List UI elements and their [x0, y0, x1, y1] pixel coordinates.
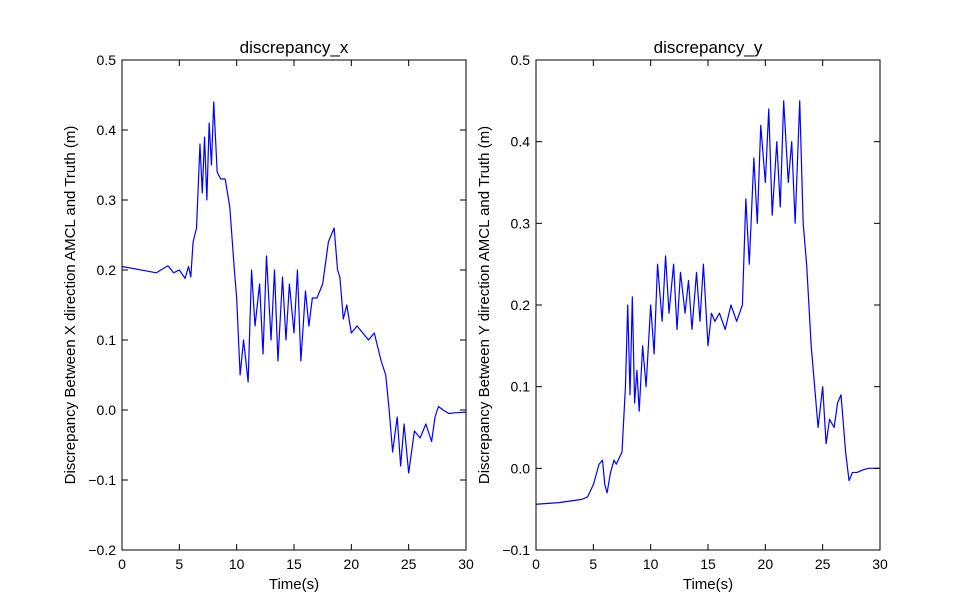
x-tick-label: 30	[872, 556, 888, 572]
y-tick-label: −0.1	[88, 472, 116, 488]
x-tick-label: 10	[643, 556, 659, 572]
series-line	[535, 100, 880, 505]
y-tick-label: 0.1	[511, 379, 531, 395]
x-axis-label: Time(s)	[269, 576, 319, 593]
subplot-discrepancy-y: 0 5 10 15 20 25 30 −0.1 0.0 0.1 0.2 0.3 0.4 0.5 discre…	[476, 38, 888, 593]
y-tick-label: 0.5	[97, 52, 117, 68]
x-tick-label: 30	[458, 556, 474, 572]
x-tick-label: 5	[175, 556, 183, 572]
y-tick-label: −0.1	[502, 542, 530, 558]
y-axis-label: Discrepancy Between X direction AMCL and…	[62, 126, 79, 485]
x-tick-label: 25	[815, 556, 831, 572]
x-tick-label: 0	[532, 556, 540, 572]
y-tick-label: 0.4	[511, 134, 531, 150]
x-tick-label: 5	[589, 556, 597, 572]
series-line	[121, 101, 467, 474]
axes-frame	[121, 59, 467, 551]
y-tick-label: 0.3	[97, 192, 117, 208]
y-tick-label: −0.2	[88, 542, 116, 558]
chart-title: discrepancy_x	[240, 38, 349, 57]
y-tick-label: 0.4	[97, 122, 117, 138]
y-tick-label: 0.2	[97, 262, 117, 278]
axes-frame	[535, 59, 881, 551]
chart-title: discrepancy_y	[654, 38, 763, 57]
x-tick-label: 0	[118, 556, 126, 572]
y-tick-label: 0.2	[511, 297, 531, 313]
x-tick-label: 25	[401, 556, 417, 572]
subplot-discrepancy-x: 0 5 10 15 20 25 30 −0.2 −0.1 0.0 0.1 0.2 0.3 0.4 0.5 di…	[62, 38, 474, 593]
x-axis-label: Time(s)	[683, 576, 733, 593]
y-tick-label: 0.1	[97, 332, 117, 348]
x-tick-label: 10	[229, 556, 245, 572]
y-tick-label: 0.0	[97, 402, 117, 418]
x-tick-label: 20	[758, 556, 774, 572]
x-tick-label: 20	[344, 556, 360, 572]
x-tick-label: 15	[700, 556, 716, 572]
y-tick-label: 0.3	[511, 215, 531, 231]
y-tick-label: 0.0	[511, 460, 531, 476]
x-tick-label: 15	[286, 556, 302, 572]
y-axis-label: Discrepancy Between Y direction AMCL and…	[476, 126, 493, 484]
y-tick-label: 0.5	[511, 52, 531, 68]
